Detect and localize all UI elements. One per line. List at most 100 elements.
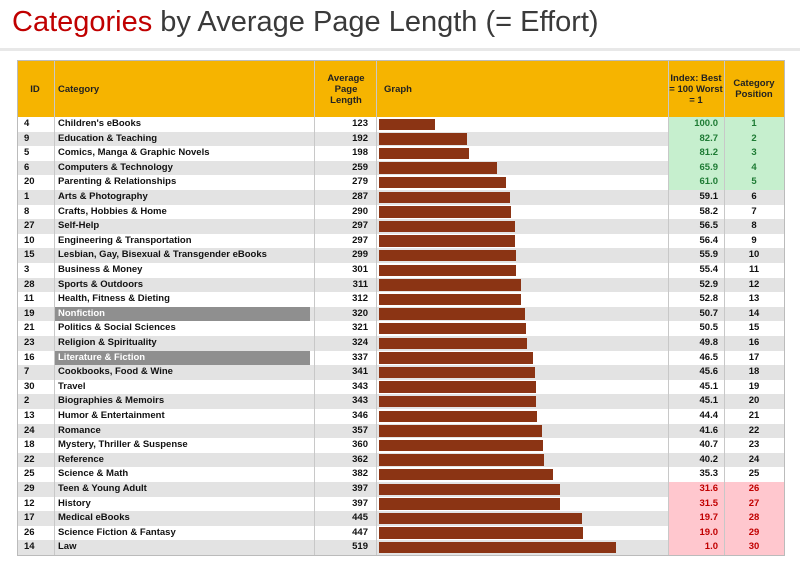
- row-category: Biographies & Memoirs: [58, 395, 165, 407]
- row-position: 2: [724, 131, 784, 147]
- row-position: 3: [724, 146, 784, 161]
- header-length: Average Page Length: [327, 72, 365, 106]
- row-length: 337: [352, 351, 368, 363]
- row-category: Business & Money: [58, 264, 143, 275]
- row-category: Health, Fitness & Dieting: [58, 293, 170, 305]
- row-length: 320: [352, 307, 368, 319]
- row-position: 12: [748, 278, 760, 290]
- row-length: 447: [352, 526, 368, 538]
- table-row: 17 Medical eBooks 445 19.7 28: [18, 511, 784, 526]
- row-id: 3: [24, 264, 30, 275]
- row-length: 299: [352, 249, 368, 261]
- row-index: 56.5: [699, 220, 719, 232]
- table-row: 14 Law 519 1.0 30: [18, 540, 784, 555]
- table-row: 4 Children's eBooks 123 100.0 1: [18, 117, 784, 132]
- row-index: 19.0: [668, 525, 724, 541]
- row-id: 16: [24, 351, 35, 363]
- bar-mark: [379, 381, 536, 393]
- bar-mark: [379, 512, 583, 525]
- row-position: 28: [724, 511, 784, 526]
- table-row: 12 History 397 31.5 27: [18, 496, 784, 512]
- bar-mark: [379, 439, 544, 452]
- row-length: 360: [352, 439, 368, 451]
- table-row: 22 Reference 362 40.2 24: [18, 452, 784, 468]
- row-id: 28: [24, 278, 35, 290]
- row-id: 15: [24, 249, 35, 261]
- title-rest: by Average Page Length (= Effort): [152, 6, 599, 38]
- row-id: 9: [24, 132, 30, 144]
- row-id: 23: [24, 337, 35, 348]
- row-position: 21: [748, 410, 760, 421]
- row-category: Medical eBooks: [58, 512, 130, 524]
- row-category: Arts & Photography: [58, 191, 148, 202]
- bar-mark: [379, 279, 522, 291]
- row-index: 40.2: [699, 453, 719, 465]
- row-length: 311: [352, 278, 368, 290]
- row-length: 301: [352, 264, 368, 275]
- row-length: 198: [352, 147, 368, 159]
- row-position: 13: [748, 293, 760, 305]
- bar-mark: [379, 352, 533, 364]
- table-row: 11 Health, Fitness & Dieting 312 52.8 13: [18, 292, 784, 307]
- row-index: 59.1: [699, 191, 719, 202]
- bar-mark: [379, 337, 527, 350]
- bar-mark: [379, 322, 526, 335]
- row-index: 55.4: [699, 264, 719, 275]
- row-position: 6: [751, 191, 757, 202]
- row-index: 58.2: [699, 205, 719, 217]
- row-category: Humor & Entertainment: [58, 410, 165, 421]
- row-length: 343: [352, 380, 368, 392]
- row-index: 45.1: [699, 380, 719, 392]
- row-category: Lesbian, Gay, Bisexual & Transgender eBo…: [58, 249, 267, 261]
- table-row: 1 Arts & Photography 287 59.1 6: [18, 190, 784, 205]
- row-index: 52.8: [699, 293, 719, 305]
- bar-mark: [379, 176, 507, 189]
- table-row: 10 Engineering & Transportation 297 56.4 9: [18, 234, 784, 249]
- table-row: 21 Politics & Social Sciences 321 50.5 15: [18, 321, 784, 336]
- header-category: Category: [58, 83, 100, 95]
- table-row: 6 Computers & Technology 259 65.9 4: [18, 160, 784, 176]
- row-category: Travel: [58, 380, 86, 392]
- row-index: 81.2: [668, 146, 724, 161]
- table-row: 2 Biographies & Memoirs 343 45.1 20: [18, 394, 784, 409]
- row-position: 24: [748, 453, 760, 465]
- row-category: Literature & Fiction: [54, 350, 310, 366]
- row-id: 12: [24, 497, 35, 509]
- row-index: 50.5: [699, 322, 719, 334]
- row-position: 29: [724, 525, 784, 541]
- bar-mark: [379, 468, 554, 481]
- row-index: 65.9: [668, 160, 724, 176]
- column-divider: [314, 61, 315, 555]
- row-id: 27: [24, 220, 35, 232]
- row-position: 10: [748, 249, 760, 261]
- row-id: 26: [24, 526, 35, 538]
- row-category: Science Fiction & Fantasy: [58, 526, 176, 538]
- bar-mark: [379, 162, 498, 174]
- row-position: 17: [748, 351, 760, 363]
- row-id: 2: [24, 395, 30, 407]
- bar-mark: [379, 454, 545, 466]
- row-id: 21: [24, 322, 35, 334]
- row-index: 45.1: [699, 395, 719, 407]
- table-row: 20 Parenting & Relationships 279 61.0 5: [18, 175, 784, 190]
- row-category: Romance: [58, 424, 101, 436]
- row-category: Religion & Spirituality: [58, 337, 157, 348]
- row-length: 397: [352, 497, 368, 509]
- row-length: 362: [352, 453, 368, 465]
- bar-mark: [379, 541, 616, 554]
- row-id: 29: [24, 483, 35, 494]
- row-position: 8: [751, 220, 757, 232]
- column-divider: [724, 61, 725, 555]
- row-length: 123: [352, 118, 368, 129]
- row-id: 13: [24, 410, 35, 421]
- row-category: Reference: [58, 453, 104, 465]
- row-index: 46.5: [699, 351, 719, 363]
- row-position: 23: [748, 439, 760, 451]
- row-index: 61.0: [668, 175, 724, 190]
- table-row: 25 Science & Math 382 35.3 25: [18, 467, 784, 482]
- row-id: 20: [24, 176, 35, 188]
- row-position: 30: [724, 540, 784, 555]
- table-row: 16 Literature & Fiction 337 46.5 17: [18, 350, 784, 366]
- bar-mark: [379, 293, 522, 306]
- row-position: 20: [748, 395, 760, 407]
